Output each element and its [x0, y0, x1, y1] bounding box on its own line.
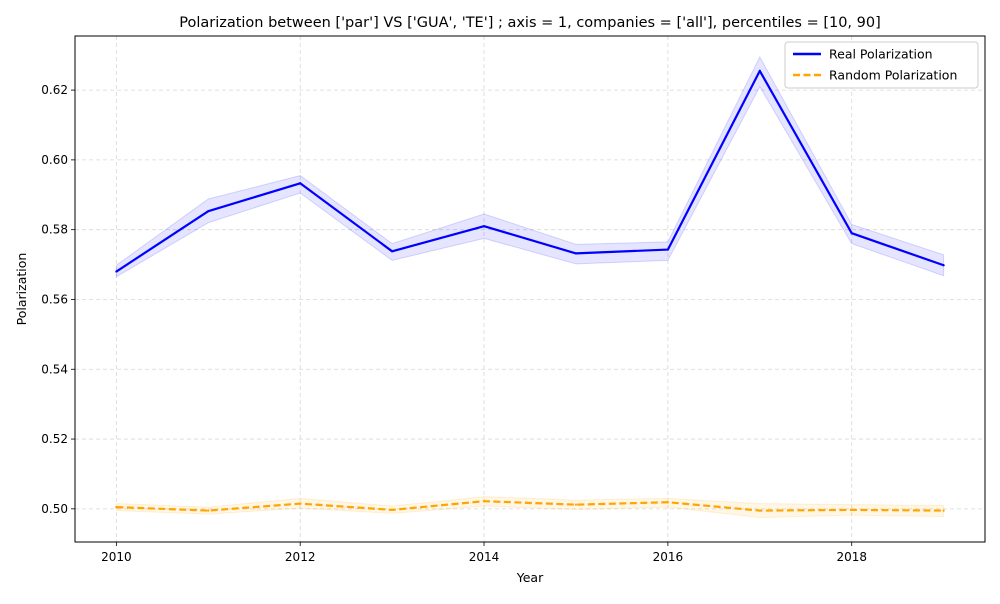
x-tick-label: 2012 — [285, 550, 316, 564]
confidence-bands — [115, 55, 945, 519]
legend-label-real-polarization: Real Polarization — [829, 47, 933, 62]
point-real-polarization — [574, 252, 578, 255]
point-random-polarization — [574, 503, 578, 506]
legend: Real Polarization Random Polarization — [784, 41, 979, 89]
grid — [75, 36, 985, 542]
point-real-polarization — [942, 264, 945, 267]
x-tick-label: 2010 — [101, 550, 132, 564]
y-tick-label: 0.56 — [41, 292, 68, 306]
plot-frame — [74, 35, 986, 543]
y-tick-label: 0.60 — [41, 153, 68, 167]
line-real-polarization — [115, 69, 945, 273]
y-axis-label: Polarization — [14, 253, 29, 326]
point-random-polarization — [758, 509, 761, 512]
band-random-polarization — [115, 496, 945, 519]
point-real-polarization — [666, 248, 669, 251]
point-random-polarization — [299, 502, 302, 505]
point-real-polarization — [758, 69, 761, 72]
x-axis-ticks: 2010 2012 2014 2016 2018 — [101, 542, 867, 564]
point-real-polarization — [115, 270, 118, 273]
point-real-polarization — [391, 250, 394, 253]
series-lines — [115, 69, 945, 512]
line-random-polarization — [116, 500, 944, 512]
chart-title: Polarization between ['par'] VS ['GUA', … — [179, 15, 881, 31]
point-real-polarization — [299, 182, 302, 185]
legend-label-random-polarization: Random Polarization — [829, 68, 957, 83]
y-tick-label: 0.50 — [41, 502, 68, 516]
point-random-polarization — [482, 500, 486, 503]
y-axis-ticks: 0.50 0.52 0.54 0.56 0.58 0.60 0.62 — [41, 83, 75, 516]
point-random-polarization — [207, 509, 210, 512]
x-axis-label: Year — [516, 570, 544, 585]
point-real-polarization — [850, 232, 853, 235]
point-random-polarization — [850, 508, 853, 511]
point-random-polarization — [391, 508, 394, 511]
y-tick-label: 0.54 — [41, 362, 68, 376]
y-tick-label: 0.58 — [41, 223, 68, 237]
y-tick-label: 0.62 — [41, 83, 68, 97]
point-random-polarization — [115, 506, 118, 509]
point-real-polarization — [482, 225, 486, 228]
band-real-polarization — [115, 55, 945, 278]
x-tick-label: 2014 — [469, 550, 500, 564]
y-tick-label: 0.52 — [41, 432, 68, 446]
point-random-polarization — [666, 501, 669, 504]
legend-box — [784, 41, 979, 89]
x-tick-label: 2018 — [836, 550, 867, 564]
point-real-polarization — [207, 210, 210, 213]
point-random-polarization — [942, 509, 945, 512]
x-tick-label: 2016 — [653, 550, 684, 564]
